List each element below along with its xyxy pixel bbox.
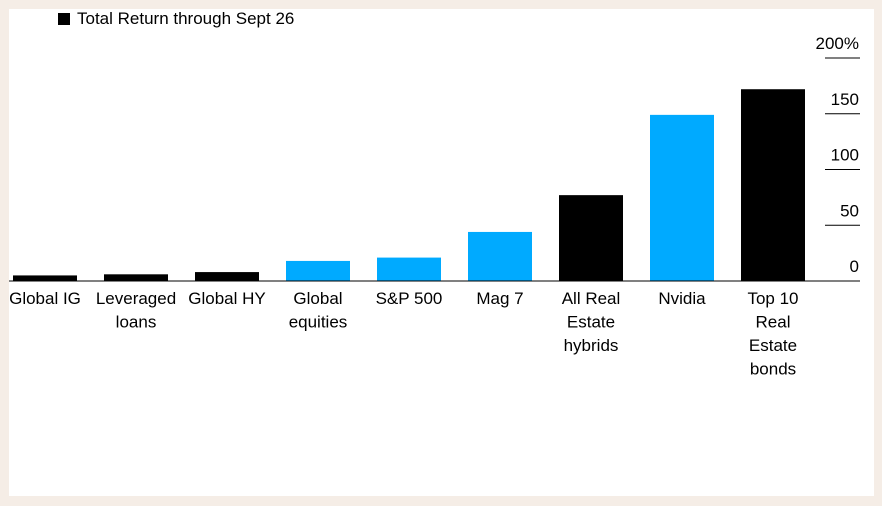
bar-4 (286, 260, 350, 281)
bar-8 (650, 114, 714, 282)
bar-6 (468, 231, 532, 281)
bar-5 (377, 257, 441, 281)
category-label: Top 10 Real Estate bonds (747, 289, 798, 379)
category-label: Global equities (289, 289, 348, 332)
bar-3 (195, 272, 259, 281)
category-label: All Real Estate hybrids (562, 289, 621, 355)
y-tick-label: 0 (850, 257, 859, 276)
y-tick-label: 100 (831, 146, 859, 165)
bar-2 (104, 274, 168, 281)
category-label: Leveraged loans (96, 289, 176, 332)
legend-label: Total Return through Sept 26 (77, 9, 295, 28)
category-label: S&P 500 (376, 289, 443, 308)
category-label: Global HY (188, 289, 265, 308)
y-tick-label: 150 (831, 90, 859, 109)
category-label: Mag 7 (476, 289, 523, 308)
y-tick-label: 200% (816, 34, 859, 53)
black-square-icon (58, 13, 70, 25)
chart-panel: Total Return through Sept 26 0 50 100 150 20… (9, 9, 874, 496)
bar-chart: 0 50 100 150 200% Global IG Leveraged loans Glob… (9, 34, 860, 379)
category-label: Nvidia (658, 289, 706, 308)
legend: Total Return through Sept 26 (58, 9, 294, 29)
category-label: Global IG (9, 289, 81, 308)
bar-9 (741, 89, 805, 281)
bar-7 (559, 195, 623, 281)
bar-1 (13, 275, 77, 281)
y-tick-label: 50 (840, 201, 859, 220)
